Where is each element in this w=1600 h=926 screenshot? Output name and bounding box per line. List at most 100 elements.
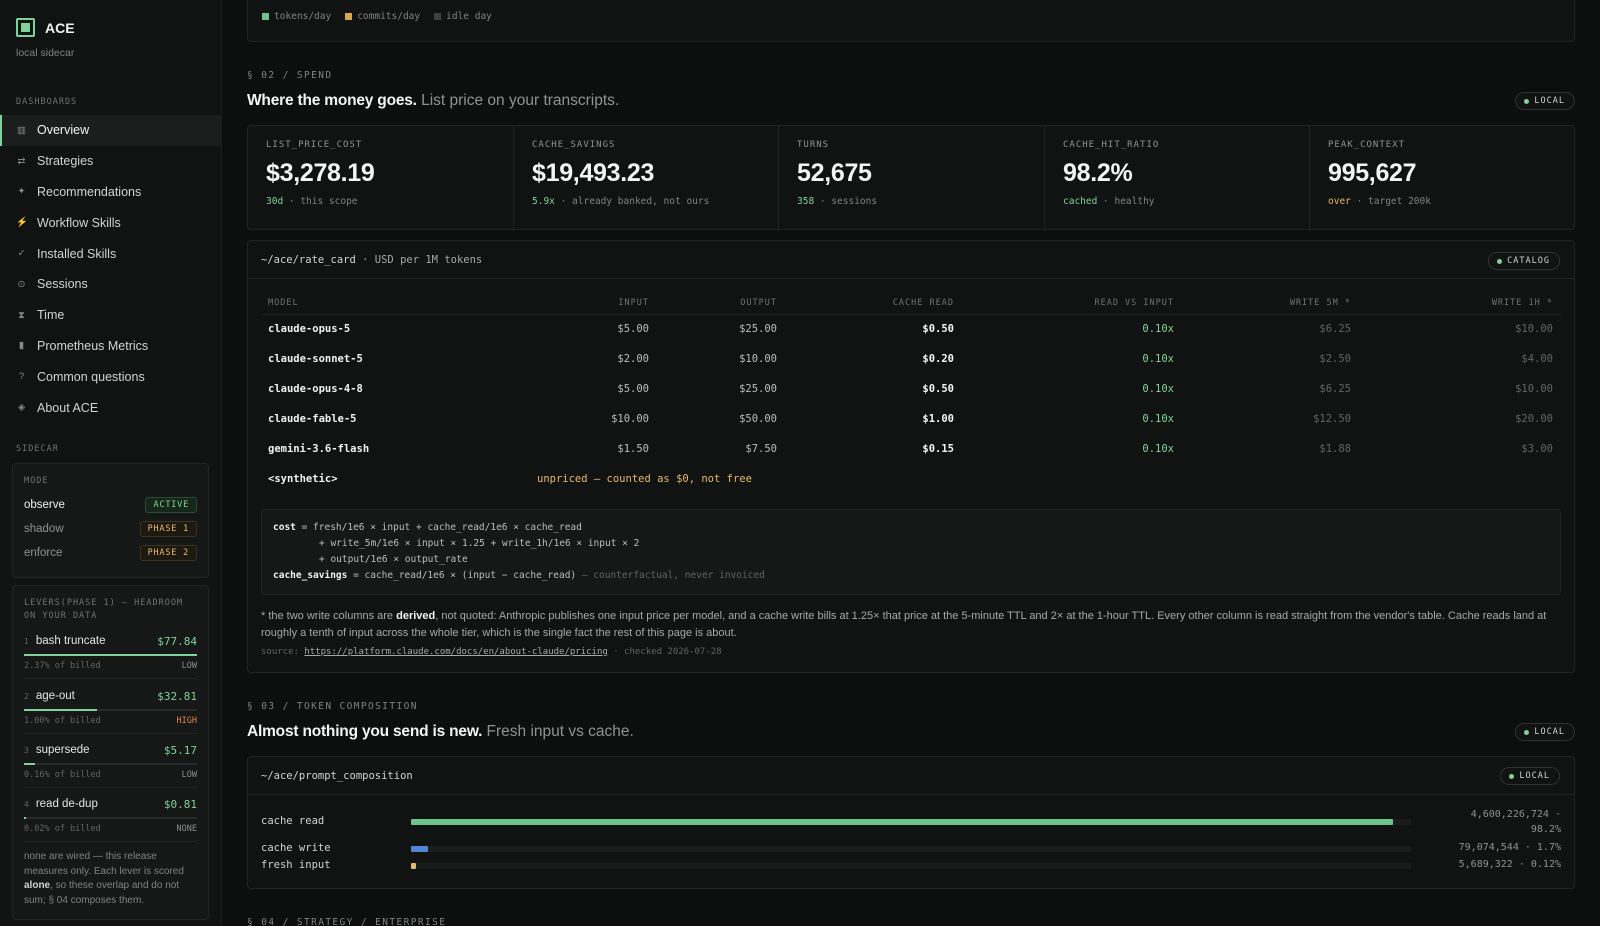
- formula-line: + write_5m/1e6 × input × 1.25 + write_1h…: [319, 538, 640, 549]
- mode-row-enforce[interactable]: enforce PHASE 2: [24, 544, 197, 562]
- sidebar-item-time[interactable]: ⧗ Time: [0, 300, 221, 331]
- commits-swatch-icon: [345, 13, 353, 20]
- stat-sub-highlight: 358: [797, 196, 815, 207]
- legend-label: commits/day: [357, 11, 421, 22]
- check-icon: ✓: [17, 248, 26, 260]
- ace-logo-icon: [16, 18, 35, 37]
- mode-label: MODE: [24, 476, 49, 486]
- stat-value: $19,493.23: [532, 159, 655, 187]
- session-icon: ⊙: [17, 278, 26, 290]
- lever-bash-truncate[interactable]: 1 bash truncate $77.84 2.37% of billed LO…: [24, 633, 197, 671]
- divider: [24, 733, 197, 734]
- formula-line: cost = fresh/1e6 × input + cache_read/1e…: [273, 522, 582, 533]
- stat-value: 98.2%: [1063, 159, 1133, 187]
- mode-row-observe[interactable]: observe ACTIVE: [24, 496, 197, 514]
- stat-value: 995,627: [1328, 159, 1417, 187]
- sidebar-item-strategies[interactable]: ⇄ Strategies: [0, 146, 221, 177]
- model-cell: claude-opus-5: [268, 323, 351, 335]
- sidebar-item-recommendations[interactable]: ✦ Recommendations: [0, 177, 221, 208]
- write-1h-cell: $10.00: [1515, 323, 1553, 335]
- write-5m-cell: $6.25: [1319, 383, 1351, 395]
- stat-sub: over · target 200k: [1328, 196, 1575, 207]
- pill-label: LOCAL: [1534, 96, 1565, 106]
- footnote-text: * the two write columns are: [261, 610, 397, 622]
- composition-value: 79,074,544 · 1.7%: [1459, 840, 1561, 855]
- stat-label: PEAK_CONTEXT: [1328, 140, 1406, 150]
- section-title-bold: Almost nothing you send is new.: [247, 723, 483, 740]
- local-pill[interactable]: LOCAL: [1515, 723, 1575, 741]
- sidebar-item-workflow-skills[interactable]: ⚡ Workflow Skills: [0, 207, 221, 238]
- input-cell: $5.00: [617, 383, 649, 395]
- stat-sub: 358 · sessions: [797, 196, 1044, 207]
- input-cell: $1.50: [617, 443, 649, 455]
- stat-sub-highlight: cached: [1063, 196, 1098, 207]
- mode-row-shadow[interactable]: shadow PHASE 1: [24, 520, 197, 538]
- sidebar-item-overview[interactable]: ▥ Overview: [0, 115, 221, 146]
- lever-number: 3: [24, 746, 29, 755]
- sidebar-item-about-ace[interactable]: ◈ About ACE: [0, 392, 221, 423]
- divider: [24, 787, 197, 788]
- lever-progress-fill: [24, 817, 26, 819]
- stat-sub-text: · this scope: [283, 196, 358, 207]
- lever-supersede[interactable]: 3 supersede $5.17 0.16% of billed LOW: [24, 742, 197, 780]
- model-cell: claude-opus-4-8: [268, 383, 363, 395]
- rate-card-unit: · USD per 1M tokens: [355, 254, 483, 266]
- read-vs-input-cell: 0.10x: [1142, 383, 1174, 395]
- composition-bar-fill: [411, 819, 1393, 825]
- source-link[interactable]: https://platform.claude.com/docs/en/abou…: [304, 647, 608, 657]
- section-title-token-composition: Almost nothing you send is new. Fresh in…: [247, 723, 634, 741]
- sidebar-item-label: Installed Skills: [37, 246, 117, 261]
- local-pill[interactable]: LOCAL: [1515, 92, 1575, 110]
- lever-progress-fill: [24, 763, 36, 765]
- lever-progress-fill: [24, 709, 97, 711]
- levers-note-text: , so these overlap and do not sum; § 04 …: [24, 880, 180, 906]
- section-title-bold: Where the money goes.: [247, 92, 417, 109]
- lever-progress-bar: [24, 763, 197, 765]
- sidebar-item-common-questions[interactable]: ? Common questions: [0, 361, 221, 392]
- sidebar-item-installed-skills[interactable]: ✓ Installed Skills: [0, 238, 221, 269]
- lever-age-out[interactable]: 2 age-out $32.81 1.00% of billed HIGH: [24, 688, 197, 726]
- sidebar-item-label: Overview: [37, 123, 90, 138]
- read-vs-input-cell: 0.10x: [1142, 353, 1174, 365]
- sidebar-item-label: About ACE: [37, 400, 99, 415]
- lever-amount: $0.81: [163, 797, 197, 811]
- idle-swatch-icon: [434, 13, 442, 20]
- mode-name: shadow: [24, 523, 64, 535]
- local-pill[interactable]: LOCAL: [1500, 767, 1560, 785]
- divider: [261, 314, 1561, 315]
- lever-read-de-dup[interactable]: 4 read de-dup $0.81 0.02% of billed NONE: [24, 796, 197, 834]
- legend-label: idle day: [446, 11, 492, 22]
- catalog-pill[interactable]: CATALOG: [1488, 252, 1560, 270]
- phase-badge: PHASE 1: [139, 521, 197, 537]
- pill-label: LOCAL: [1519, 771, 1550, 781]
- stat-sub-text: · sessions: [814, 196, 878, 207]
- rate-card-footnote: * the two write columns are derived, not…: [261, 608, 1561, 641]
- column-header-model: MODEL: [268, 298, 299, 308]
- mode-panel: MODE observe ACTIVE shadow PHASE 1 enfor…: [12, 463, 209, 578]
- question-icon: ?: [18, 371, 25, 383]
- write-1h-cell: $3.00: [1521, 443, 1553, 455]
- lever-pct: 1.00% of billed: [24, 716, 101, 726]
- brand[interactable]: ACE: [16, 18, 75, 37]
- sidebar-item-prometheus-metrics[interactable]: ▮ Prometheus Metrics: [0, 331, 221, 362]
- dashboards-heading: DASHBOARDS: [16, 97, 78, 107]
- output-cell: $25.00: [739, 383, 777, 395]
- lever-progress-bar: [24, 654, 197, 656]
- stat-value: 52,675: [797, 159, 872, 187]
- write-1h-cell: $4.00: [1521, 353, 1553, 365]
- stat-label: LIST_PRICE_COST: [266, 140, 363, 150]
- divider: [248, 278, 1574, 279]
- mode-name: observe: [24, 499, 65, 511]
- cache-read-cell: $0.50: [922, 383, 954, 395]
- legend-item: idle day: [434, 11, 492, 22]
- spend-stats: LIST_PRICE_COST $3,278.19 30d · this sco…: [247, 125, 1575, 231]
- lever-pct: 0.16% of billed: [24, 770, 101, 780]
- synthetic-model: <synthetic>: [268, 473, 338, 485]
- formula-key: cache_savings: [273, 570, 348, 581]
- activity-legend-box: tokens/day commits/day idle day: [247, 0, 1575, 42]
- column-header-input: INPUT: [618, 298, 649, 308]
- source-line: source: https://platform.claude.com/docs…: [261, 647, 722, 657]
- section-label-spend: § 02 / SPEND: [247, 70, 333, 81]
- stat-label: CACHE_SAVINGS: [532, 140, 616, 150]
- sidebar-item-sessions[interactable]: ⊙ Sessions: [0, 269, 221, 300]
